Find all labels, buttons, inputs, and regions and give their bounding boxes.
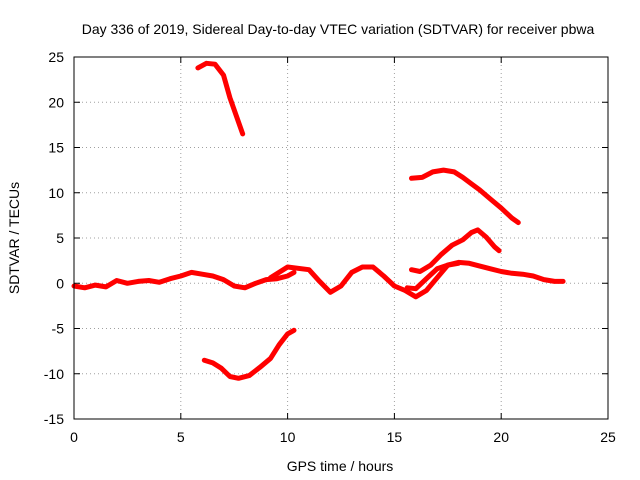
x-tick-label: 25: [600, 429, 616, 445]
y-tick-label: 10: [48, 185, 64, 201]
y-tick-label: 0: [56, 275, 64, 291]
series-line-lower-early: [201, 327, 297, 381]
series-line-rising-late-b: [404, 260, 461, 292]
series-line-baseline-a: [71, 269, 297, 291]
y-tick-label: -15: [44, 411, 64, 427]
y-axis-label: SDTVAR / TECUs: [6, 182, 22, 294]
data-series: [71, 60, 566, 381]
y-tick-label: 20: [48, 94, 64, 110]
x-tick-label: 20: [493, 429, 509, 445]
axis-ticks: 0 5 10 15 20 25 -15 -10 -5 0 5 10 15 20 25: [44, 49, 616, 445]
series-line-upper-early: [195, 60, 246, 137]
y-tick-label: -5: [52, 321, 65, 337]
x-axis-label: GPS time / hours: [287, 458, 394, 474]
x-tick-label: 15: [387, 429, 403, 445]
series-line-baseline-b: [268, 259, 566, 300]
series-line-upper-late: [409, 167, 521, 226]
y-tick-label: 15: [48, 140, 64, 156]
series-line-rising-late: [409, 227, 502, 274]
y-tick-label: 5: [56, 230, 64, 246]
chart-title: Day 336 of 2019, Sidereal Day-to-day VTE…: [82, 21, 595, 37]
grid-lines: [74, 57, 608, 419]
x-tick-label: 10: [280, 429, 296, 445]
y-tick-label: 25: [48, 49, 64, 65]
y-tick-label: -10: [44, 366, 64, 382]
x-tick-label: 0: [70, 429, 78, 445]
x-tick-label: 5: [177, 429, 185, 445]
